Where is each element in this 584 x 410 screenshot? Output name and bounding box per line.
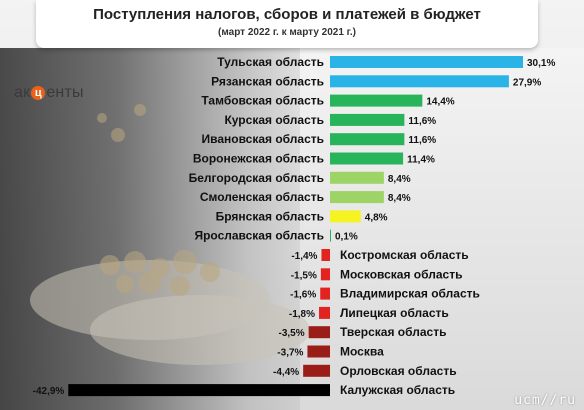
category-label: Ярославская область xyxy=(194,229,324,243)
category-label: Брянская область xyxy=(216,209,324,223)
bars-layer: Тульская область 30,1% Рязанская область 27… xyxy=(33,55,556,397)
bar-row: Тверская область -3,5% xyxy=(279,325,447,339)
value-label: 11,6% xyxy=(408,116,436,127)
category-label: Рязанская область xyxy=(211,74,324,88)
aktsenty-logo: ак ц енты xyxy=(14,84,84,102)
value-label: -1,6% xyxy=(290,290,316,301)
bar xyxy=(308,326,330,339)
bar-row: Калужская область -42,9% xyxy=(33,383,456,397)
bar xyxy=(330,210,361,223)
category-label: Владимирская область xyxy=(340,287,480,301)
value-label: 14,4% xyxy=(426,97,454,108)
bar-row: Воронежская область 11,4% xyxy=(193,152,435,166)
bar xyxy=(330,229,331,242)
bar-row: Тамбовская область 14,4% xyxy=(201,94,454,108)
category-label: Белгородская область xyxy=(189,171,324,185)
background-right-panel xyxy=(300,48,584,410)
bar-row: Липецкая область -1,8% xyxy=(289,306,449,320)
chart-header: Поступления налогов, сборов и платежей в… xyxy=(36,0,538,48)
category-label: Ивановская область xyxy=(201,132,324,146)
category-label: Орловская область xyxy=(340,364,457,378)
category-label: Москва xyxy=(340,345,384,359)
bar-row: Ивановская область 11,6% xyxy=(201,132,436,146)
bar-row: Москва -3,7% xyxy=(277,345,384,359)
bar xyxy=(303,364,330,377)
bar-row: Рязанская область 27,9% xyxy=(211,74,541,88)
bar xyxy=(330,171,384,184)
bar xyxy=(307,345,330,358)
category-label: Воронежская область xyxy=(193,152,324,166)
value-label: -1,5% xyxy=(291,270,317,281)
ucm-watermark: ucm//ru xyxy=(514,393,576,408)
bar xyxy=(320,268,330,281)
bar-row: Орловская область -4,4% xyxy=(273,364,457,378)
category-label: Тульская область xyxy=(217,55,324,69)
background-coins-illustration xyxy=(30,104,310,365)
bar xyxy=(330,152,404,165)
chart-title: Поступления налогов, сборов и платежей в… xyxy=(93,6,481,23)
bar-row: Курская область 11,6% xyxy=(224,113,436,127)
logo-text-end: енты xyxy=(46,84,84,101)
value-label: -42,9% xyxy=(33,386,65,397)
category-label: Тамбовская область xyxy=(201,94,324,108)
value-label: 11,4% xyxy=(407,155,435,166)
category-label: Липецкая область xyxy=(340,306,449,320)
bar-row: Тульская область 30,1% xyxy=(217,55,555,69)
value-label: 8,4% xyxy=(388,174,411,185)
value-label: -3,7% xyxy=(277,348,303,359)
chart-subtitle: (март 2022 г. к марту 2021 г.) xyxy=(218,27,356,38)
bar xyxy=(68,384,330,397)
value-label: -4,4% xyxy=(273,367,299,378)
bar-row: Владимирская область -1,6% xyxy=(290,287,480,301)
bar-row: Костромская область -1,4% xyxy=(291,248,468,262)
bar xyxy=(330,191,384,204)
value-label: 4,8% xyxy=(365,212,388,223)
value-label: 11,6% xyxy=(408,135,436,146)
bar-row: Белгородская область 8,4% xyxy=(189,171,411,185)
bar-row: Московская область -1,5% xyxy=(291,267,463,281)
bar xyxy=(330,113,405,126)
value-label: 30,1% xyxy=(527,58,555,69)
bar-row: Смоленская область 8,4% xyxy=(200,190,411,204)
value-label: 0,1% xyxy=(335,232,358,243)
value-label: -3,5% xyxy=(279,328,305,339)
bar xyxy=(330,56,523,68)
bar-row: Ярославская область 0,1% xyxy=(194,229,357,243)
value-label: 8,4% xyxy=(388,193,411,204)
bar-row: Брянская область 4,8% xyxy=(216,209,388,223)
bar xyxy=(321,249,330,261)
category-label: Тверская область xyxy=(340,325,446,339)
bar xyxy=(330,133,405,146)
value-label: -1,8% xyxy=(289,309,315,320)
logo-text-start: ак xyxy=(14,84,31,101)
value-label: 27,9% xyxy=(513,77,541,88)
value-label: -1,4% xyxy=(291,251,317,262)
bar xyxy=(330,75,509,88)
bar xyxy=(320,287,330,300)
logo-mark: ц xyxy=(31,86,46,100)
category-label: Костромская область xyxy=(340,248,469,262)
category-label: Курская область xyxy=(224,113,324,127)
bar xyxy=(330,94,423,107)
bar xyxy=(319,306,330,319)
category-label: Смоленская область xyxy=(200,190,324,204)
category-label: Московская область xyxy=(340,267,462,281)
category-label: Калужская область xyxy=(340,383,455,397)
